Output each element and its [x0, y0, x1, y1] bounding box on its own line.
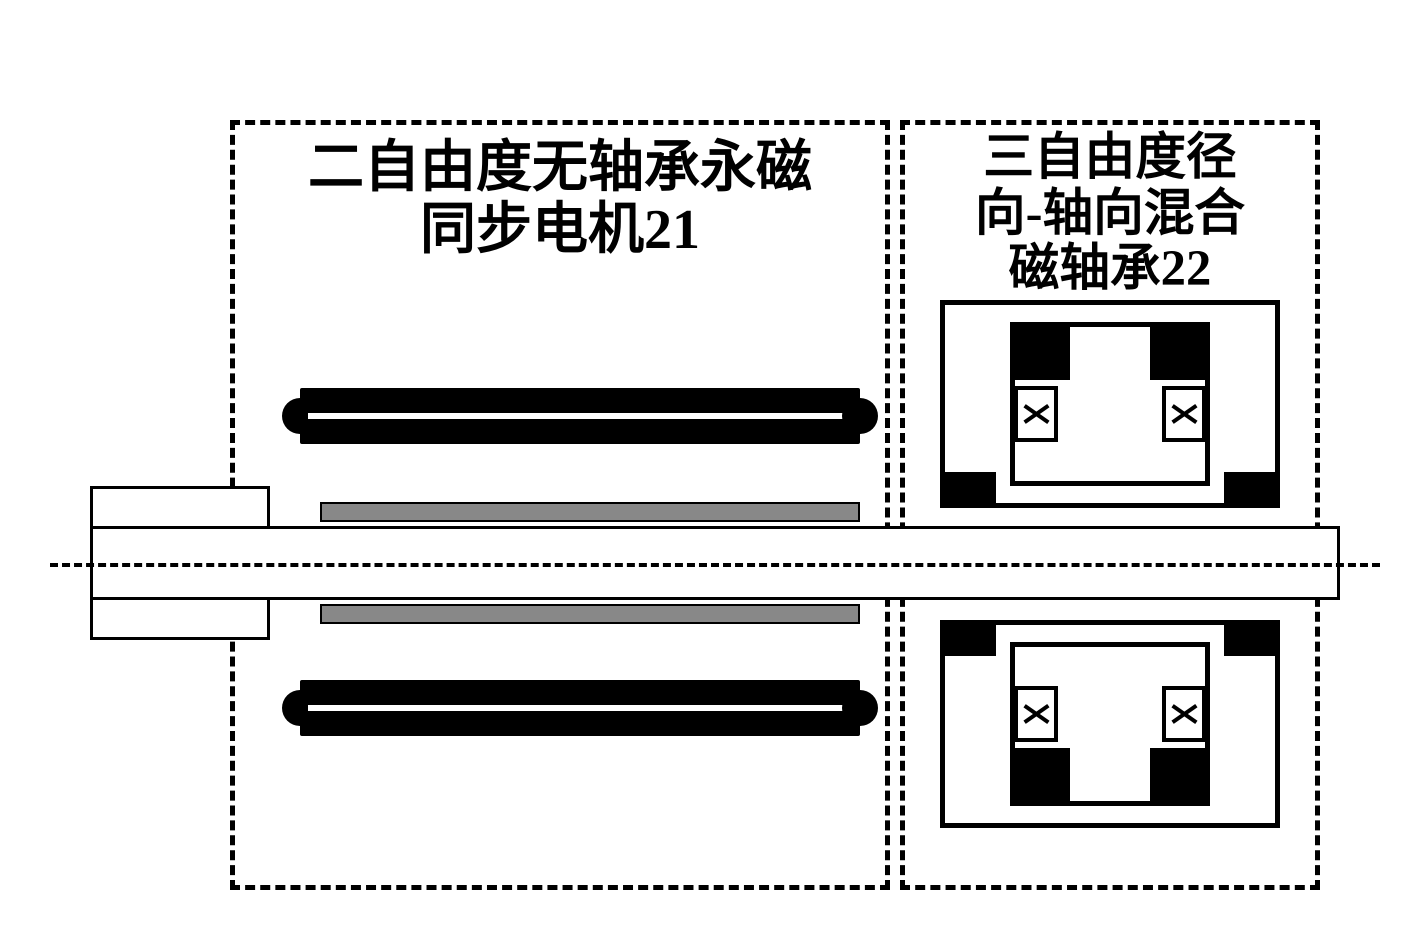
bearing-pole-right	[1150, 748, 1210, 806]
winding-endcap-icon	[842, 398, 878, 434]
bearing-coil-icon	[1014, 386, 1058, 442]
bearing-pole-right	[1150, 322, 1210, 380]
bearing-coil-icon	[1162, 686, 1206, 742]
rotor-magnet-band-bottom	[320, 604, 860, 624]
rotor-magnet-band-top	[320, 502, 860, 522]
bearing-pole-left	[1010, 322, 1070, 380]
bearing-foot-left	[940, 620, 996, 656]
axis-centerline	[50, 563, 1380, 567]
winding-endcap-icon	[842, 690, 878, 726]
bearing-pole-left	[1010, 748, 1070, 806]
bearing-coil-icon	[1014, 686, 1058, 742]
bearing-label: 三自由度径 向-轴向混合 磁轴承22	[914, 130, 1306, 297]
magnetic-bearing-bottom	[940, 620, 1280, 828]
motor-label: 二自由度无轴承永磁 同步电机21	[250, 138, 870, 261]
bearing-coil-icon	[1162, 386, 1206, 442]
stator-winding-bottom	[300, 680, 860, 736]
bearing-foot-right	[1224, 620, 1280, 656]
stator-winding-top	[300, 388, 860, 444]
magnetic-bearing-top	[940, 300, 1280, 508]
winding-highlight	[308, 413, 852, 419]
bearing-foot-right	[1224, 472, 1280, 508]
winding-highlight	[308, 705, 852, 711]
bearing-foot-left	[940, 472, 996, 508]
diagram-canvas: 二自由度无轴承永磁 同步电机21 三自由度径 向-轴向混合 磁轴承22	[0, 0, 1409, 949]
